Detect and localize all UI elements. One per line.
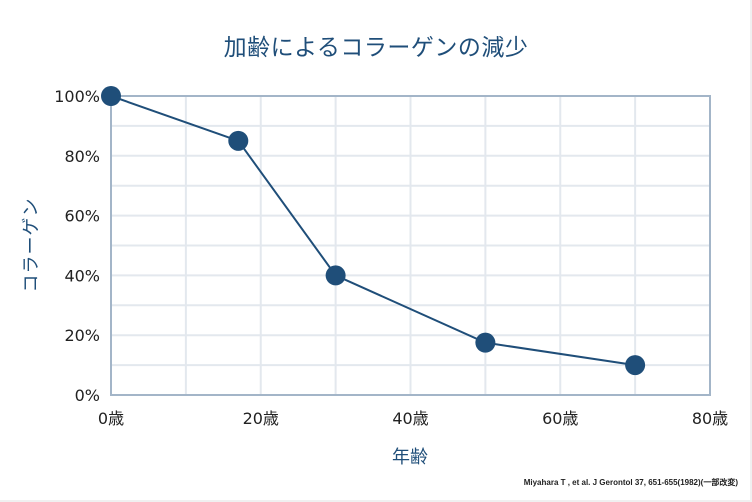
grid-lines (111, 96, 710, 395)
chart-title: 加齢によるコラーゲンの減少 (223, 35, 529, 61)
x-tick-label: 40歳 (392, 409, 428, 428)
data-point-marker (101, 86, 121, 106)
bottom-edge-strip (0, 500, 752, 502)
data-markers (101, 86, 646, 376)
right-edge-strip (750, 0, 752, 502)
x-tick-label: 20歳 (243, 409, 279, 428)
y-tick-label: 0% (75, 386, 100, 405)
source-citation: Miyahara T , et al. J Gerontol 37, 651-6… (523, 478, 738, 487)
y-axis-ticks: 0% 20% 40% 60% 80% 100% (54, 87, 100, 405)
y-tick-label: 40% (64, 266, 100, 285)
y-tick-label: 80% (64, 147, 100, 166)
data-point-marker (228, 130, 249, 151)
x-axis-ticks: 0歳 20歳 40歳 60歳 80歳 (98, 409, 728, 428)
data-line (110, 95, 636, 367)
x-axis-label: 年齢 (392, 447, 428, 468)
y-tick-label: 20% (64, 326, 100, 345)
x-tick-label: 0歳 (98, 409, 124, 428)
x-tick-label: 60歳 (542, 409, 578, 428)
y-tick-label: 100% (54, 87, 100, 106)
x-tick-label: 80歳 (692, 409, 728, 428)
data-point-marker (325, 265, 346, 286)
data-point-marker (625, 355, 646, 376)
y-tick-label: 60% (64, 207, 100, 226)
plot-frame (110, 95, 711, 396)
data-point-marker (475, 332, 496, 353)
